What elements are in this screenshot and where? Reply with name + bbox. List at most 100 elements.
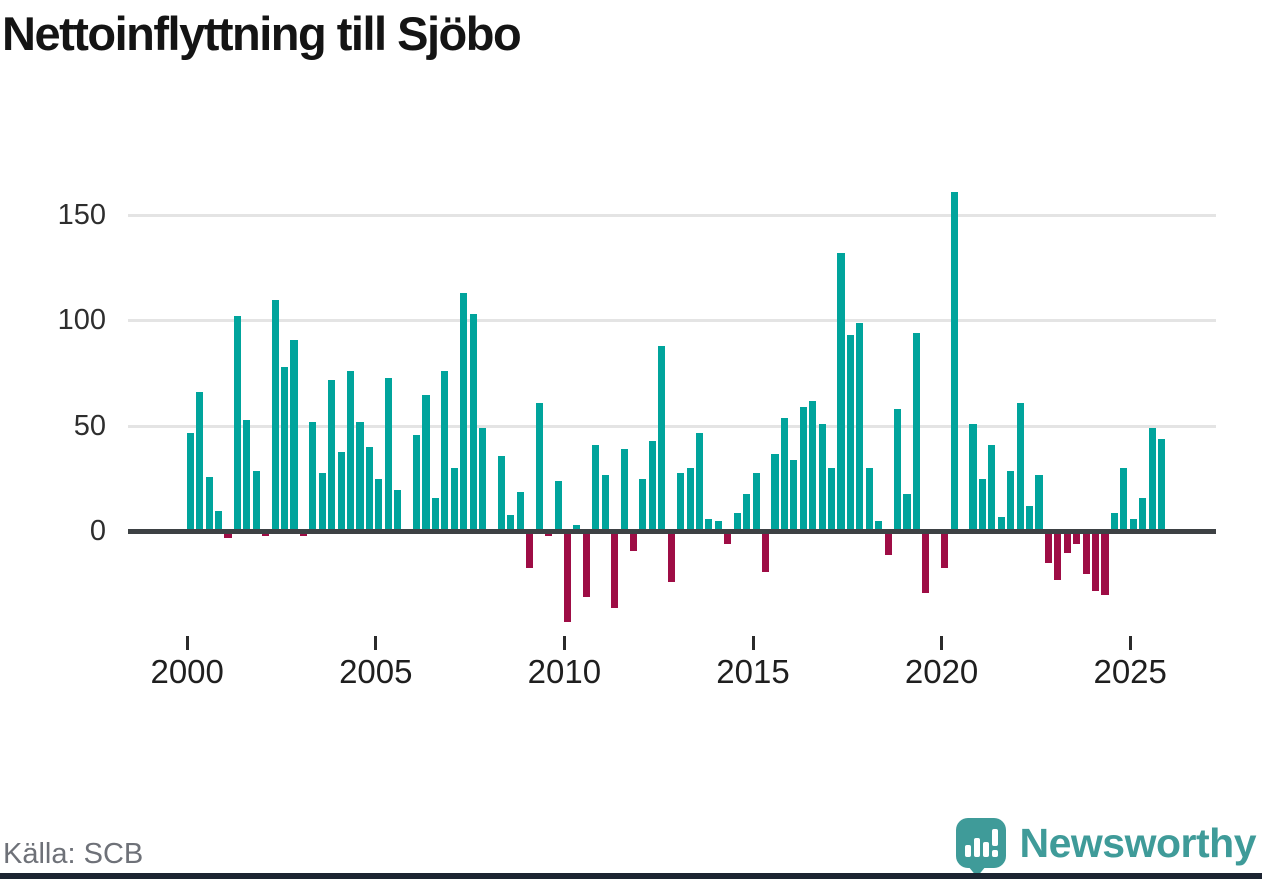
bar-positive <box>1139 497 1147 532</box>
bar-positive <box>1110 512 1118 532</box>
bar-positive <box>450 468 458 532</box>
bar-positive <box>233 316 241 532</box>
bar-positive <box>988 445 996 532</box>
bar-positive <box>856 322 864 532</box>
bar-positive <box>479 428 487 532</box>
bar-positive <box>743 493 751 532</box>
x-axis-line <box>128 529 1216 535</box>
gridline <box>128 424 1216 428</box>
bar-positive <box>818 424 826 532</box>
bar-positive <box>846 335 854 532</box>
bar-negative <box>1101 531 1109 595</box>
bottom-strip <box>0 873 1262 879</box>
bar-negative <box>761 531 770 572</box>
bar-positive <box>507 514 515 532</box>
bar-negative <box>224 531 232 538</box>
bar-positive <box>752 472 760 532</box>
bar-positive <box>337 451 345 532</box>
bar-positive <box>809 400 817 532</box>
bar-positive <box>875 521 883 532</box>
bar-positive <box>422 394 430 532</box>
y-axis-label: 150 <box>57 198 106 231</box>
newsworthy-logo-icon <box>955 818 1006 877</box>
x-axis-tick <box>1128 636 1132 650</box>
bar-positive <box>271 299 279 532</box>
logo-exclamation-icon <box>991 829 998 846</box>
x-axis-label: 2020 <box>904 653 979 690</box>
bar-positive <box>413 434 421 532</box>
bar-positive <box>592 445 600 532</box>
bar-negative <box>724 531 732 545</box>
net-migration-bar-chart: 0 50 100 150 2000 2005 2010 2015 2020 2025 <box>57 191 1216 690</box>
bar-positive <box>780 417 788 532</box>
bar-positive <box>384 377 392 532</box>
bar-negative <box>582 531 590 598</box>
logo-bar-icon <box>964 845 971 857</box>
bar-negative <box>1054 531 1062 581</box>
bar-positive <box>837 253 845 532</box>
logo-exclamation-icon <box>991 850 998 857</box>
bar-negative <box>1044 531 1052 564</box>
bar-positive <box>535 402 543 532</box>
bar-positive <box>460 293 468 532</box>
bar-negative <box>1073 531 1081 545</box>
bar-positive <box>365 447 374 532</box>
bar-negative <box>1082 531 1090 574</box>
bar-positive <box>978 478 986 532</box>
bar-positive <box>554 481 562 532</box>
bar-positive <box>328 379 336 532</box>
bar-positive <box>497 455 506 532</box>
x-axis-tick <box>185 636 189 650</box>
bar-negative <box>1063 531 1071 553</box>
bar-positive <box>620 449 628 532</box>
bar-positive <box>714 521 722 532</box>
bar-positive <box>1158 438 1166 532</box>
bar-positive <box>516 491 524 532</box>
y-axis-label: 100 <box>57 304 106 337</box>
bar-positive <box>997 516 1005 532</box>
bar-positive <box>281 367 289 532</box>
bar-positive <box>469 314 477 532</box>
page-title: Nettoinflyttning till Sjöbo <box>2 7 522 60</box>
bar-negative <box>941 531 949 568</box>
bar-positive <box>658 345 666 532</box>
bar-positive <box>1120 468 1128 532</box>
bar-positive <box>431 497 440 532</box>
bar-positive <box>1129 519 1137 532</box>
x-axis-tick <box>562 636 566 650</box>
x-axis-label: 2010 <box>527 653 602 690</box>
bar-positive <box>686 468 694 532</box>
logo-bar-icon <box>973 838 980 857</box>
logo-bubble-tail <box>967 866 986 877</box>
bar-negative <box>629 531 638 551</box>
bar-positive <box>865 468 873 532</box>
y-axis-label: 0 <box>89 515 106 548</box>
x-axis-label: 2005 <box>339 653 413 690</box>
bar-positive <box>205 476 213 532</box>
bar-positive <box>1016 402 1024 532</box>
bar-positive <box>1148 428 1156 532</box>
x-axis-label: 2015 <box>716 653 790 690</box>
bar-positive <box>1026 506 1034 532</box>
bar-positive <box>309 421 317 532</box>
bar-positive <box>677 472 685 532</box>
bar-negative <box>667 531 675 583</box>
bar-negative <box>922 531 930 593</box>
bar-positive <box>441 371 449 532</box>
y-axis-label: 50 <box>73 409 106 442</box>
bar-positive <box>894 409 902 532</box>
x-axis-label: 2025 <box>1093 653 1167 690</box>
bar-negative <box>526 531 534 568</box>
bar-positive <box>639 478 647 532</box>
x-axis-tick <box>940 636 944 650</box>
bar-positive <box>771 453 779 532</box>
bar-positive <box>799 407 807 532</box>
bar-negative <box>563 531 572 623</box>
bar-positive <box>790 459 798 532</box>
bar-positive <box>1035 474 1043 532</box>
bar-positive <box>969 424 977 532</box>
bar-positive <box>912 333 920 532</box>
bar-positive <box>695 432 704 532</box>
bar-positive <box>705 519 713 532</box>
bar-positive <box>827 468 836 532</box>
